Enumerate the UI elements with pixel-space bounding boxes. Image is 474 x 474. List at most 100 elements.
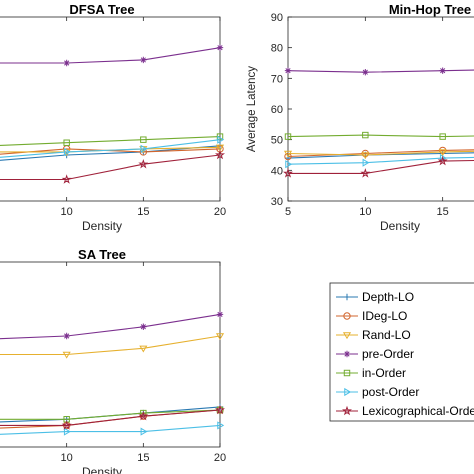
minhop-series <box>284 131 474 140</box>
dfsa-data-point <box>140 56 147 64</box>
dfsa-series <box>0 135 225 158</box>
legend-entry: Lexicographical-Order <box>336 404 474 418</box>
sa-plot-area <box>0 311 225 436</box>
legend-box <box>329 282 474 422</box>
legend-label: Rand-LO <box>362 328 411 342</box>
minhop-data-point <box>283 168 293 178</box>
legend-marker <box>344 387 352 397</box>
minhop-data-point <box>284 67 292 74</box>
legend: Depth-LO IDeg-LO Rand-LO pre-Order in-Order p… <box>329 282 474 422</box>
minhop-series <box>283 149 474 160</box>
minhop-data-point <box>439 133 446 140</box>
dfsa-data-point <box>63 139 70 146</box>
legend-label: pre-Order <box>362 347 414 361</box>
sa-data-point <box>138 410 149 421</box>
minhop-data-point <box>284 133 292 140</box>
legend-entry: post-Order <box>336 385 419 399</box>
legend-label: post-Order <box>362 385 419 399</box>
minhop-ytick-label: 90 <box>271 12 283 24</box>
sa-series-line <box>0 335 221 356</box>
legend-marker <box>342 405 352 416</box>
dfsa-data-point <box>138 158 149 169</box>
dfsa-series-line <box>0 154 221 181</box>
minhop-series-line <box>287 156 474 165</box>
minhop-data-point <box>362 69 369 76</box>
minhop-axes-box <box>287 16 474 202</box>
sa-xtick-label: 20 <box>214 452 226 464</box>
dfsa-series-line <box>0 136 221 146</box>
sa-data-point <box>139 345 148 353</box>
sa-data-point <box>63 427 71 436</box>
dfsa-panel: 10 15 20 DFSA Tree Density <box>0 2 226 233</box>
minhop-data-point <box>439 67 446 74</box>
minhop-plot-area <box>283 67 474 178</box>
sa-series <box>0 404 225 430</box>
sa-data-point <box>217 421 225 430</box>
minhop-data-point <box>285 160 293 169</box>
dfsa-data-point <box>216 44 224 51</box>
sa-data-point <box>216 311 224 318</box>
minhop-xtick-label: 5 <box>285 206 291 218</box>
sa-data-point <box>61 420 72 430</box>
minhop-series <box>285 153 474 169</box>
sa-title: SA Tree <box>78 247 126 262</box>
dfsa-data-point <box>61 174 72 184</box>
sa-series <box>0 421 225 436</box>
legend-marker <box>342 332 352 340</box>
legend-label: Depth-LO <box>362 290 414 304</box>
minhop-title: Min-Hop Tree <box>389 2 471 17</box>
dfsa-data-point <box>215 144 225 152</box>
dfsa-series-line <box>0 139 221 158</box>
minhop-ytick-label: 80 <box>271 43 283 55</box>
sa-data-point <box>63 332 70 340</box>
sa-data-point <box>62 351 71 359</box>
dfsa-series <box>0 149 225 184</box>
legend-entry: Depth-LO <box>336 290 414 304</box>
minhop-ytick-label: 40 <box>271 165 283 177</box>
dfsa-axes-box <box>0 16 221 202</box>
legend-entry: pre-Order <box>336 347 414 361</box>
legend-marker <box>343 369 351 377</box>
minhop-xtick-label: 10 <box>359 206 371 218</box>
sa-data-point <box>140 323 147 330</box>
legend-marker <box>343 350 351 358</box>
dfsa-data-point <box>140 144 148 153</box>
minhop-series-line <box>287 150 474 156</box>
minhop-data-point <box>360 168 371 178</box>
dfsa-data-point <box>63 147 71 157</box>
legend-label: IDeg-LO <box>362 309 407 323</box>
dfsa-series-line <box>0 145 221 161</box>
dfsa-plot-area <box>0 44 225 184</box>
sa-series-line <box>0 409 221 426</box>
sa-xtick-label: 10 <box>61 452 73 464</box>
minhop-series-line <box>288 159 474 174</box>
sa-data-point <box>140 427 148 436</box>
dfsa-xlabel: Density <box>82 219 122 233</box>
minhop-data-point <box>362 131 369 139</box>
legend-marker <box>343 293 351 301</box>
dfsa-data-point <box>140 136 147 143</box>
legend-label: Lexicographical-Order <box>362 404 474 418</box>
minhop-series-line <box>287 152 474 159</box>
minhop-series-line <box>287 134 474 138</box>
minhop-data-point <box>437 155 448 166</box>
minhop-data-point <box>361 152 370 160</box>
dfsa-data-point <box>215 149 225 160</box>
minhop-data-point <box>283 150 293 158</box>
dfsa-xtick-label: 20 <box>214 206 226 218</box>
legend-entry: in-Order <box>336 366 406 380</box>
sa-data-point <box>215 333 225 341</box>
dfsa-xtick-label: 15 <box>137 206 149 218</box>
minhop-xtick-label: 15 <box>437 206 449 218</box>
sa-xlabel: Density <box>82 465 122 474</box>
legend-marker <box>343 312 351 320</box>
dfsa-series <box>0 44 224 67</box>
sa-series <box>0 333 225 359</box>
minhop-xlabel: Density <box>380 219 420 233</box>
minhop-series <box>284 67 474 76</box>
sa-xtick-label: 15 <box>137 452 149 464</box>
dfsa-xtick-label: 10 <box>61 206 73 218</box>
minhop-ytick-label: 30 <box>271 196 283 208</box>
sa-series <box>0 311 224 340</box>
